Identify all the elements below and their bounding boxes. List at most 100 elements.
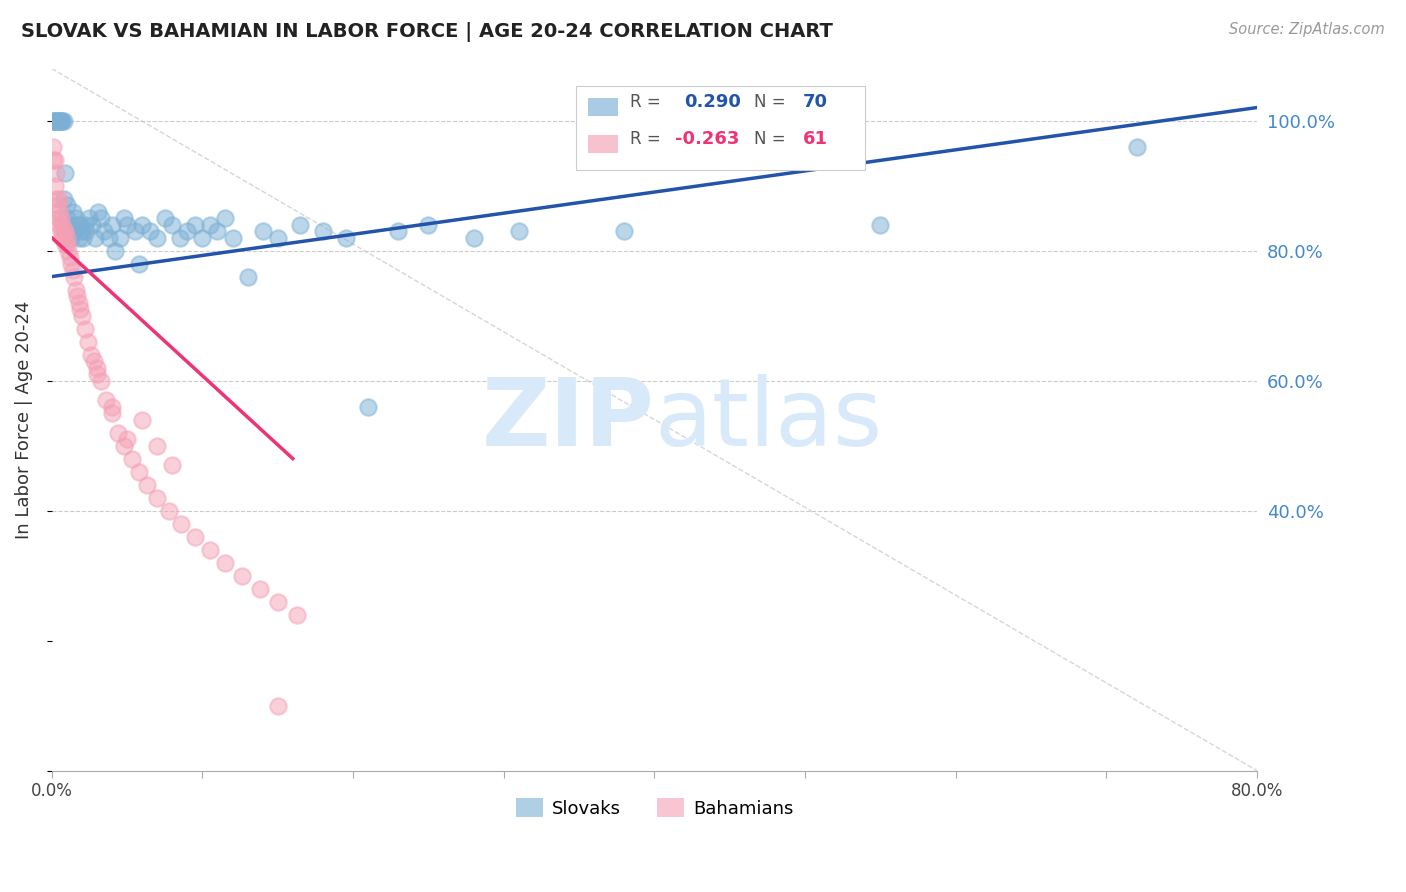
Bar: [576, 86, 865, 170]
Point: [101, 406, 124, 420]
Point: [146, 439, 169, 453]
Point: [44, 113, 66, 128]
Point: [104, 244, 127, 258]
Text: 0.290: 0.290: [685, 93, 741, 111]
Point: [107, 425, 129, 440]
Point: [42, 113, 65, 128]
Point: [290, 218, 312, 232]
Point: [214, 211, 236, 225]
Point: [52, 224, 75, 238]
Point: [198, 542, 221, 557]
Text: 61: 61: [803, 129, 828, 148]
Point: [51, 230, 73, 244]
Point: [84, 230, 107, 244]
Point: [62, 263, 84, 277]
Point: [44, 113, 66, 128]
Point: [53, 224, 76, 238]
Text: ZIP: ZIP: [481, 374, 654, 466]
Point: [508, 224, 530, 238]
Point: [48, 218, 70, 232]
Point: [101, 400, 124, 414]
Text: R =: R =: [630, 93, 661, 111]
Point: [59, 250, 82, 264]
Point: [56, 237, 79, 252]
Point: [45, 165, 67, 179]
Point: [65, 283, 87, 297]
Point: [335, 230, 357, 244]
Text: -0.263: -0.263: [675, 129, 740, 148]
Point: [463, 230, 485, 244]
Point: [184, 530, 207, 544]
Text: R =: R =: [630, 129, 661, 148]
Point: [46, 211, 69, 225]
Point: [613, 224, 636, 238]
Point: [98, 230, 121, 244]
Point: [65, 211, 87, 225]
Point: [52, 230, 75, 244]
Point: [53, 237, 76, 252]
Point: [42, 139, 65, 153]
Point: [214, 556, 236, 570]
Point: [79, 211, 101, 225]
Point: [51, 113, 73, 128]
Point: [231, 568, 253, 582]
Point: [72, 230, 94, 244]
Text: SLOVAK VS BAHAMIAN IN LABOR FORCE | AGE 20-24 CORRELATION CHART: SLOVAK VS BAHAMIAN IN LABOR FORCE | AGE …: [21, 22, 832, 42]
Point: [86, 367, 108, 381]
Point: [387, 224, 409, 238]
Point: [58, 244, 80, 258]
Text: Source: ZipAtlas.com: Source: ZipAtlas.com: [1229, 22, 1385, 37]
Point: [418, 218, 440, 232]
Point: [221, 230, 243, 244]
Point: [52, 113, 75, 128]
Point: [169, 230, 191, 244]
Point: [48, 113, 70, 128]
Point: [60, 256, 83, 270]
Point: [198, 218, 221, 232]
Point: [62, 204, 84, 219]
Point: [170, 516, 193, 531]
Point: [184, 218, 207, 232]
Point: [46, 113, 69, 128]
Point: [42, 113, 65, 128]
Text: N =: N =: [755, 129, 786, 148]
Point: [131, 218, 153, 232]
Point: [70, 224, 93, 238]
Point: [83, 354, 105, 368]
Point: [285, 607, 308, 622]
Text: N =: N =: [755, 93, 786, 111]
Point: [121, 451, 143, 466]
Point: [77, 334, 100, 349]
Point: [63, 224, 86, 238]
Bar: [588, 98, 619, 116]
Point: [869, 218, 891, 232]
Point: [48, 204, 70, 219]
Point: [131, 412, 153, 426]
Point: [49, 224, 72, 238]
Point: [69, 302, 91, 317]
Point: [112, 439, 135, 453]
Point: [146, 230, 169, 244]
Point: [52, 192, 75, 206]
Point: [80, 348, 103, 362]
Point: [108, 230, 131, 244]
Point: [87, 204, 110, 219]
Point: [135, 477, 157, 491]
Point: [312, 224, 335, 238]
Y-axis label: In Labor Force | Age 20-24: In Labor Force | Age 20-24: [15, 301, 32, 539]
Point: [128, 256, 150, 270]
Point: [49, 211, 72, 225]
Point: [56, 211, 79, 225]
Point: [138, 224, 160, 238]
Point: [124, 224, 146, 238]
Point: [59, 218, 82, 232]
Point: [146, 491, 169, 505]
Point: [90, 211, 112, 225]
Point: [267, 594, 290, 608]
Point: [51, 218, 73, 232]
Point: [94, 393, 117, 408]
Point: [44, 178, 66, 193]
Point: [56, 198, 79, 212]
Point: [153, 211, 176, 225]
Point: [128, 465, 150, 479]
